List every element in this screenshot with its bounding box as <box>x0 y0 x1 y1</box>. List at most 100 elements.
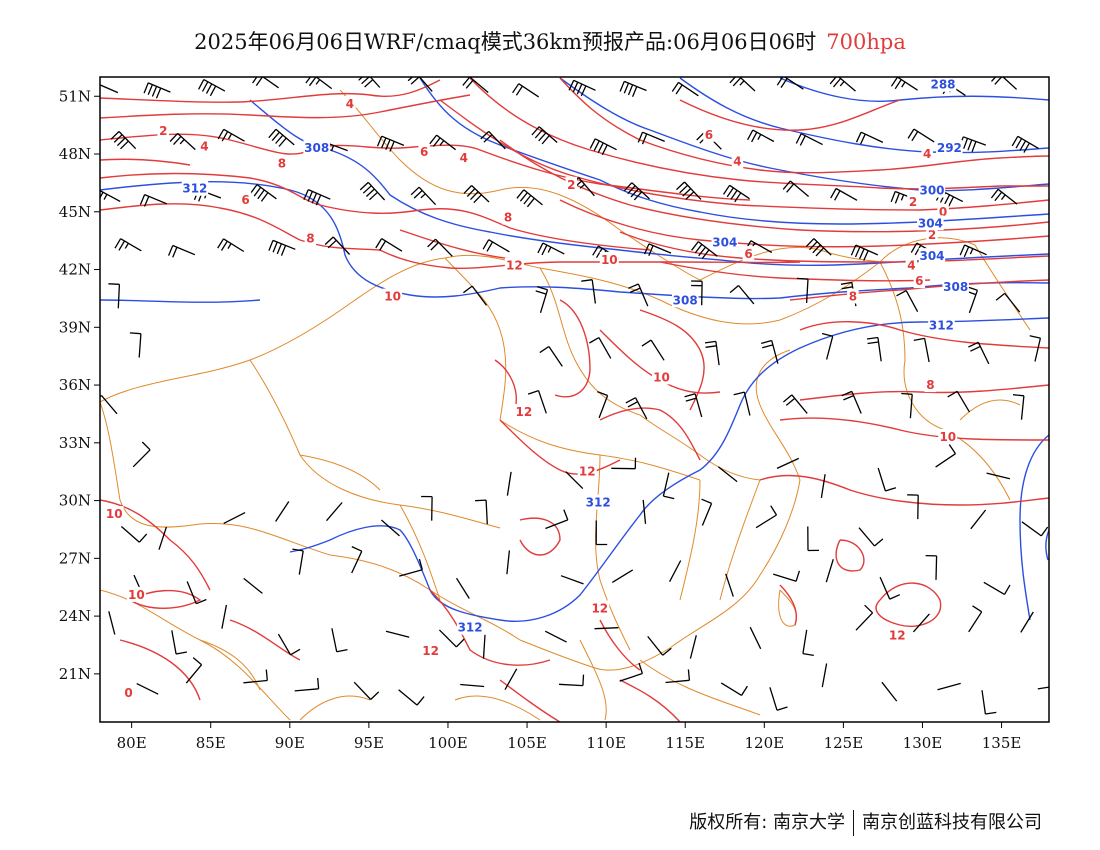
wind-barb <box>351 546 363 574</box>
contour-label-bg <box>847 288 859 304</box>
wind-barb <box>277 633 301 656</box>
wind-barb <box>896 290 919 313</box>
temperature-contour <box>799 384 1049 401</box>
map-frame <box>99 76 1050 723</box>
wind-barb <box>959 244 987 258</box>
border-line <box>299 454 381 491</box>
wind-barb <box>355 77 381 88</box>
x-tick-label: 135E <box>982 734 1022 752</box>
wind-barb <box>671 81 699 97</box>
contour-label-bg <box>418 144 430 160</box>
wind-barb <box>292 548 304 575</box>
border-line <box>595 454 631 651</box>
contour-label-bg <box>928 317 955 333</box>
wind-barb <box>850 244 879 261</box>
wind-barb <box>132 441 151 468</box>
contour-label-bg <box>917 215 944 231</box>
height-contour-label: 312 <box>458 621 483 635</box>
temperature-contour <box>129 589 202 609</box>
wind-barb <box>807 526 820 552</box>
x-tick-label: 125E <box>824 734 864 752</box>
temperature-contour <box>399 229 521 261</box>
temperature-contour-label: 2 <box>567 178 575 192</box>
wind-barb <box>185 657 203 684</box>
temperature-contour-label: 4 <box>460 151 468 165</box>
contour-label-bg <box>905 257 918 273</box>
contour-label-bg <box>458 149 470 165</box>
border-line <box>499 186 701 281</box>
wind-barb <box>120 526 148 543</box>
temperature-contour <box>599 407 701 461</box>
wind-barb <box>594 627 619 630</box>
height-contour <box>559 77 1049 192</box>
wind-barb <box>143 82 171 99</box>
wind-barb <box>167 244 196 258</box>
height-contour-label: 308 <box>304 141 329 155</box>
wind-barb <box>544 630 567 643</box>
wind-barb <box>217 128 245 142</box>
height-contour-label: 312 <box>182 182 207 196</box>
border-line <box>639 414 761 481</box>
temperature-contour <box>875 582 942 627</box>
wind-barb <box>611 569 634 583</box>
height-contour <box>249 99 1049 266</box>
wind-barb <box>114 238 142 252</box>
wind-barb <box>717 466 738 483</box>
wind-barb <box>841 390 862 414</box>
wind-barb <box>268 128 295 147</box>
wind-barb <box>506 550 511 575</box>
wind-barb <box>729 285 755 305</box>
temperature-contour-label: 2 <box>909 195 917 209</box>
wind-barb <box>701 498 713 526</box>
wind-barb <box>877 467 897 492</box>
wind-barb <box>136 683 159 695</box>
wind-barb <box>482 239 510 253</box>
y-tick-label: 51N <box>59 87 91 105</box>
wind-barb <box>186 581 207 605</box>
wind-barb <box>482 634 486 659</box>
wind-barb <box>324 236 351 255</box>
y-tick-label: 42N <box>59 261 91 279</box>
wind-barb <box>421 495 433 521</box>
temperature-contour-label: 4 <box>200 139 208 153</box>
wind-barb <box>907 494 919 520</box>
temperature-contour-label: 6 <box>915 274 923 288</box>
temperature-contour <box>619 679 681 722</box>
wind-barb <box>460 683 485 688</box>
wind-barb <box>937 682 961 691</box>
wind-barb <box>463 185 490 204</box>
y-tick-label: 36N <box>59 376 91 394</box>
temperature-contour <box>100 158 191 166</box>
temperature-contour <box>789 279 1049 301</box>
wind-barb <box>429 134 456 151</box>
wind-barb <box>252 77 279 89</box>
temperature-contour <box>379 249 801 270</box>
temperature-contour <box>499 139 1049 233</box>
contour-label-bg <box>456 619 484 635</box>
wind-barb <box>986 472 1011 480</box>
contour-label-bg <box>887 627 907 643</box>
contour-label-bg <box>276 155 288 171</box>
wind-barb <box>947 390 970 413</box>
temperature-contour <box>439 99 1049 211</box>
wind-barb <box>776 457 800 469</box>
wind-barb <box>995 292 1021 313</box>
contour-label-bg <box>303 140 330 156</box>
temperature-contour <box>229 619 301 661</box>
temperature-contour-label: 10 <box>601 253 618 267</box>
wind-barb <box>720 682 748 696</box>
chart-title: 2025年06月06日WRF/cmaq模式36km预报产品:06月06日06时 7… <box>0 26 1100 56</box>
wind-barb <box>375 238 403 252</box>
border-line <box>539 267 641 416</box>
border-line <box>339 89 501 195</box>
border-line <box>879 261 1011 501</box>
wind-barb <box>303 189 331 206</box>
border-line <box>100 401 331 556</box>
wind-barb <box>558 674 585 687</box>
x-tick-label: 85E <box>196 734 226 752</box>
wind-barb <box>691 241 718 259</box>
wind-barb <box>821 332 834 360</box>
temperature-contour-label: 6 <box>241 193 249 207</box>
border-line <box>199 639 261 691</box>
temperature-contour <box>100 172 651 251</box>
